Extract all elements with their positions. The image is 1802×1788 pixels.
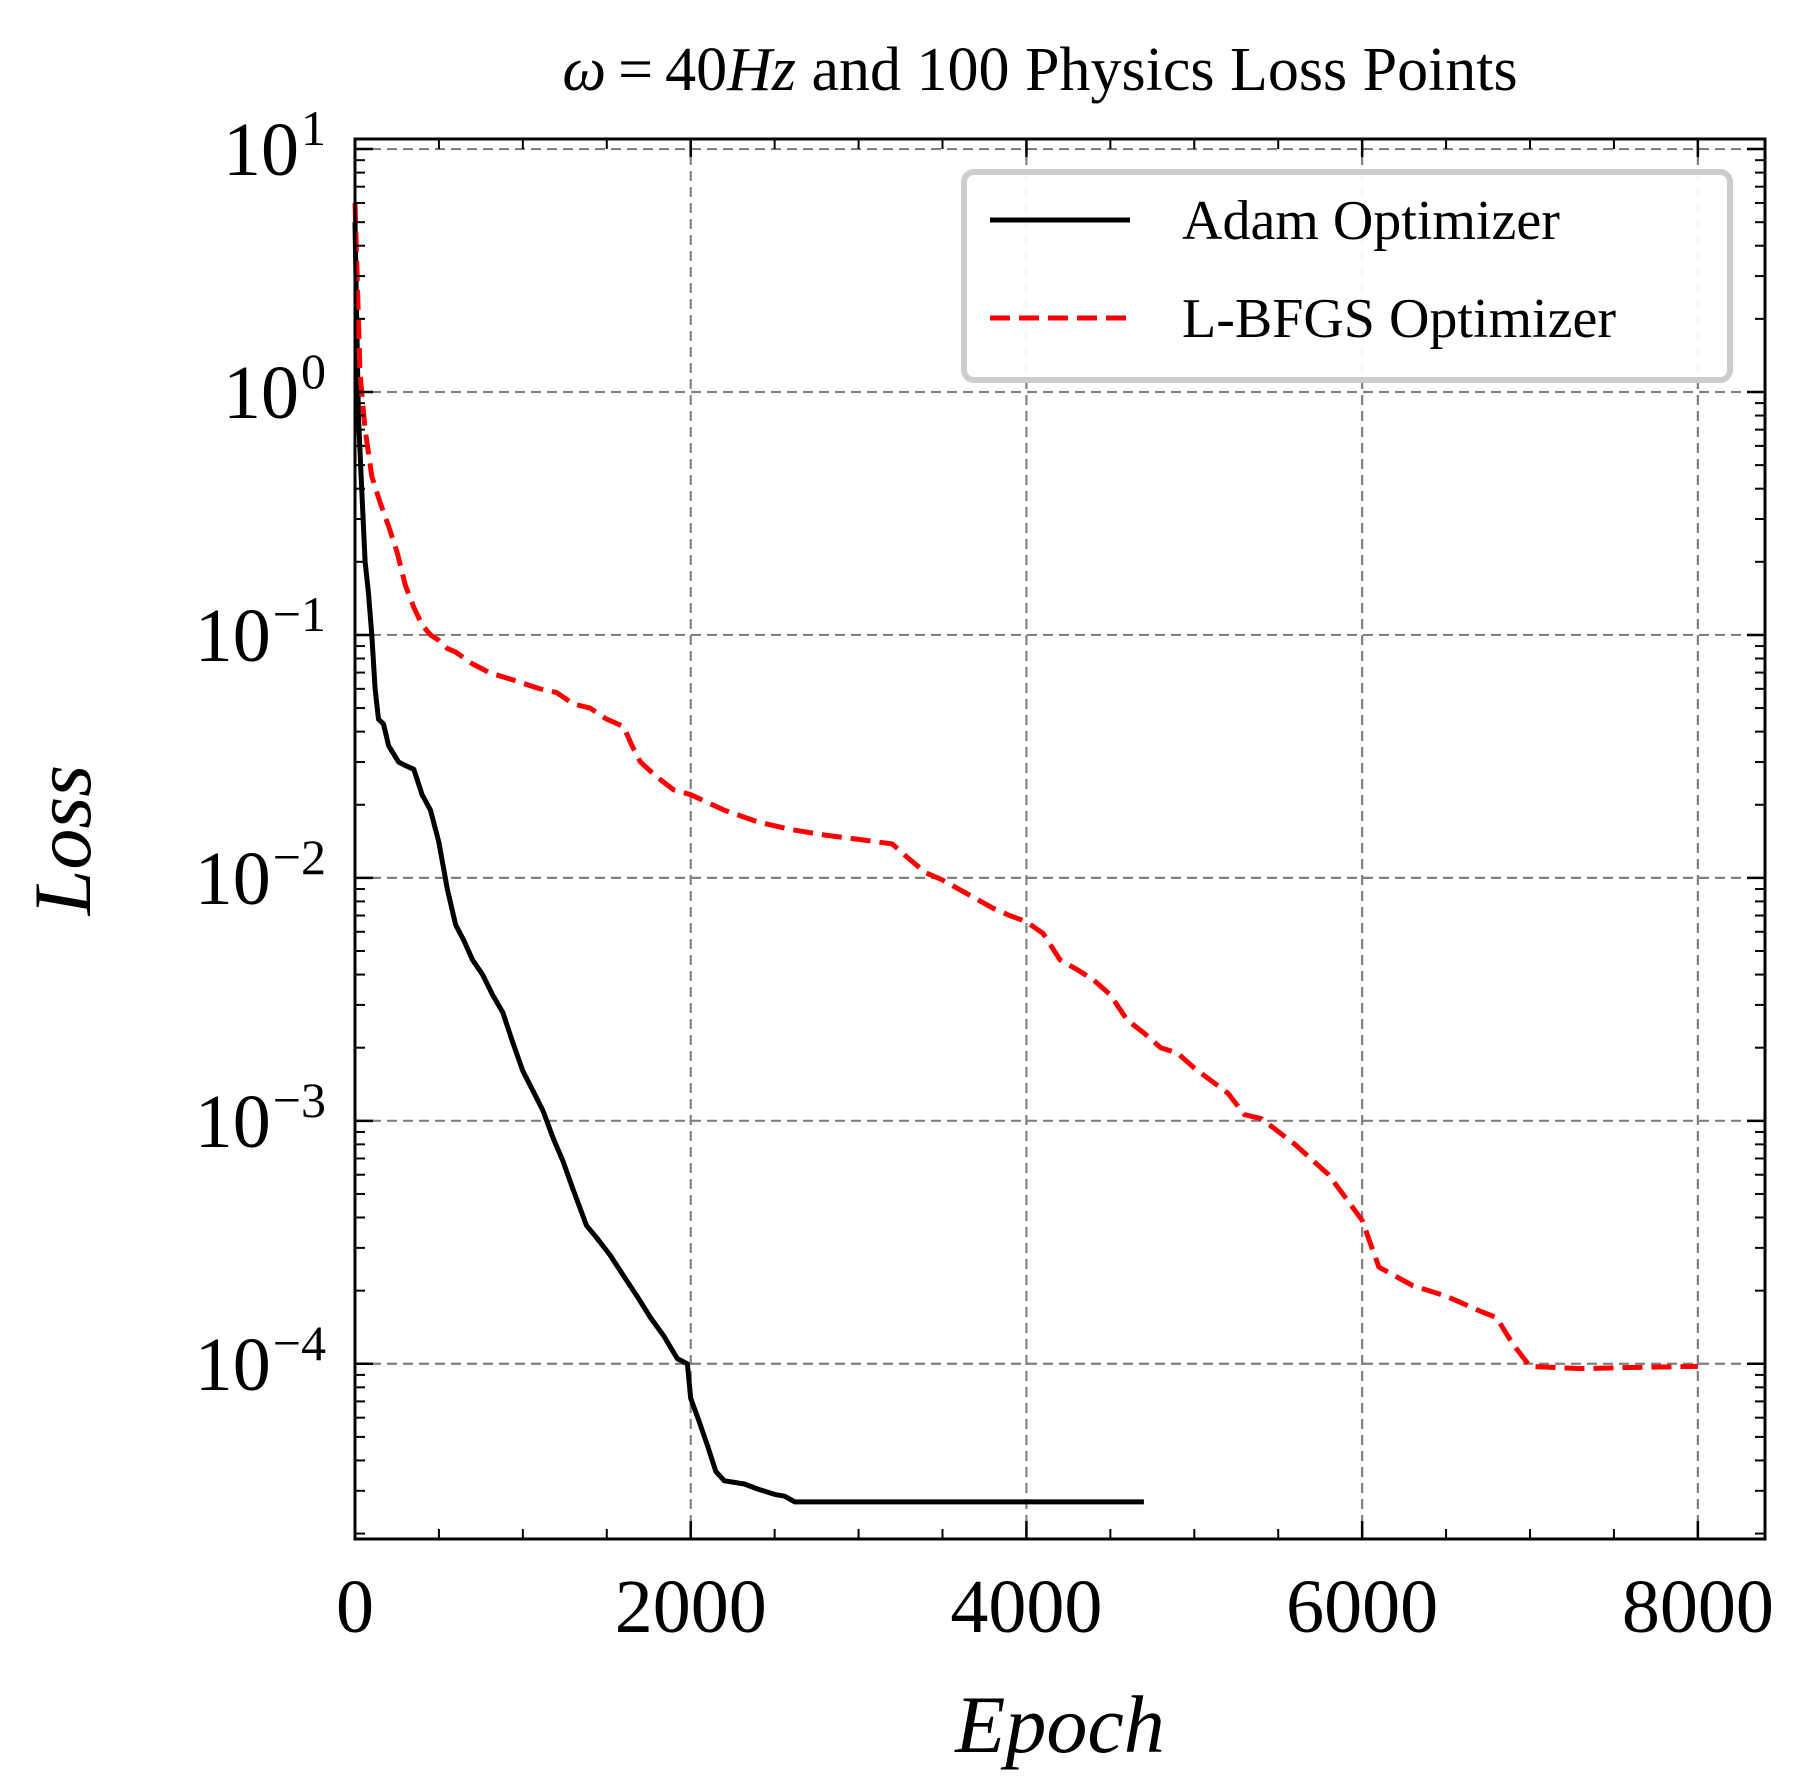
y-tick-label: 101 — [223, 100, 326, 192]
legend-label-lbfgs: L-BFGS Optimizer — [1182, 288, 1616, 350]
y-tick-label: 10−4 — [195, 1315, 326, 1407]
axis-ticks — [353, 139, 1765, 1539]
y-tick-label: 10−3 — [195, 1072, 326, 1164]
legend-label-adam: Adam Optimizer — [1182, 190, 1560, 252]
y-tick-label: 10−1 — [195, 586, 326, 678]
legend: Adam Optimizer L-BFGS Optimizer — [961, 169, 1733, 383]
x-tick-label: 2000 — [615, 1565, 767, 1649]
x-tick-label: 6000 — [1286, 1565, 1438, 1649]
y-tick-label: 100 — [223, 343, 326, 435]
y-axis-title: Loss — [17, 765, 108, 916]
x-tick-label: 4000 — [950, 1565, 1102, 1649]
y-tick-label: 10−2 — [195, 829, 326, 921]
series-group — [352, 202, 1698, 1505]
plot-area-frame — [353, 137, 1767, 1541]
legend-box — [961, 169, 1733, 383]
x-tick-label: 0 — [336, 1565, 374, 1649]
series-line-lbfgs — [352, 202, 1698, 1372]
y-axis-tick-labels: 101 100 10−1 10−2 10−3 10−4 — [195, 100, 326, 1407]
chart-title: ω = 40Hz and 100 Physics Loss Points — [562, 36, 1517, 104]
series-line-adam — [352, 222, 1144, 1505]
x-axis-tick-labels: 0 2000 4000 6000 8000 — [336, 1565, 1774, 1649]
x-tick-label: 8000 — [1622, 1565, 1774, 1649]
x-axis-title: Epoch — [954, 1679, 1164, 1770]
